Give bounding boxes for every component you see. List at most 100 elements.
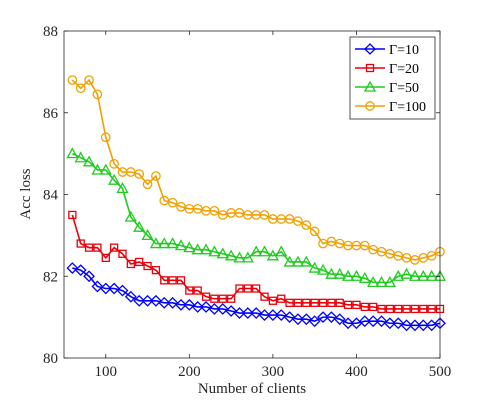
data-point [417,319,430,332]
data-point [216,247,229,259]
data-point [109,158,119,169]
data-point [75,83,86,94]
data-point [175,298,187,311]
data-point [84,243,94,252]
data-point [383,276,396,288]
data-point [200,300,212,313]
data-point [316,263,330,275]
data-point [308,315,321,328]
data-point [233,307,246,319]
data-point [91,280,104,293]
data-point [341,269,355,281]
x-tick-label: 400 [345,364,368,380]
data-point [99,163,112,175]
data-point [67,75,78,85]
series-line [71,78,441,261]
data-point [158,237,171,249]
data-point [166,296,179,309]
data-point [208,303,221,315]
data-point [133,220,146,232]
legend-label: Γ=100 [389,100,426,115]
data-point [199,243,213,255]
data-point [308,261,321,273]
y-axis-title: Acc loss [18,168,34,219]
data-point [216,303,229,315]
data-point [409,319,421,332]
data-point [402,304,411,314]
data-point [143,261,152,271]
data-point [100,132,111,143]
data-point [400,319,413,332]
data-point [109,243,119,252]
data-point [108,282,121,295]
data-point [333,267,346,279]
data-point [124,290,137,303]
data-point [310,298,319,307]
data-point [367,276,380,288]
data-point [151,171,161,181]
legend-entry: Γ=100 [355,100,426,115]
data-point [309,226,320,237]
axes-layer: 100 200 300 400 500 80 82 84 86 88 [43,24,451,380]
data-point [116,182,129,194]
data-point [283,255,296,267]
data-point [300,255,313,267]
data-point [66,262,79,274]
data-point [252,284,261,293]
data-point [377,304,386,314]
legend-entry: Γ=20 [355,62,419,77]
data-point [260,292,269,301]
data-point [193,286,202,295]
legend-marker [365,101,375,111]
data-point [168,276,177,285]
data-point [367,315,380,328]
data-point [116,284,129,297]
y-tick-label: 80 [43,351,58,367]
legend-entry: Γ=50 [355,80,419,96]
data-point [176,276,186,285]
data-point [101,253,110,263]
data-point [293,298,303,307]
data-point [285,298,294,307]
data-point [126,259,135,269]
series-line [71,214,440,310]
series-4 [67,75,445,265]
data-point [241,307,254,319]
data-point [358,271,371,283]
y-tick-label: 82 [43,269,58,285]
data-point [392,317,405,330]
data-point [425,269,438,281]
data-point [209,206,220,216]
data-point [394,304,403,314]
series-3 [66,147,447,288]
data-point [134,169,145,179]
data-point [66,147,79,159]
data-point [167,197,178,208]
x-tick-label: 500 [429,364,452,380]
x-axis-title: Number of clients [198,381,306,397]
data-point [74,151,87,163]
data-point [359,240,370,251]
data-point [258,245,271,257]
data-point [335,298,344,307]
legend-marker [364,43,376,55]
data-point [317,311,329,324]
data-point [185,286,194,295]
series-1 [66,262,446,332]
data-point [266,309,279,322]
data-point [426,250,437,261]
data-point [218,294,227,303]
data-point [241,251,254,263]
legend: Γ=10 Γ=20 Γ=50 Γ=100 [349,36,436,120]
data-point [300,313,313,326]
x-tick-label: 300 [262,364,285,380]
data-point [183,298,196,311]
data-point [135,257,144,267]
data-point [93,243,102,252]
data-point [360,302,369,312]
data-point [392,269,405,281]
series-2 [68,210,445,314]
data-point [343,300,353,310]
data-point [208,245,221,257]
data-point [160,276,169,285]
